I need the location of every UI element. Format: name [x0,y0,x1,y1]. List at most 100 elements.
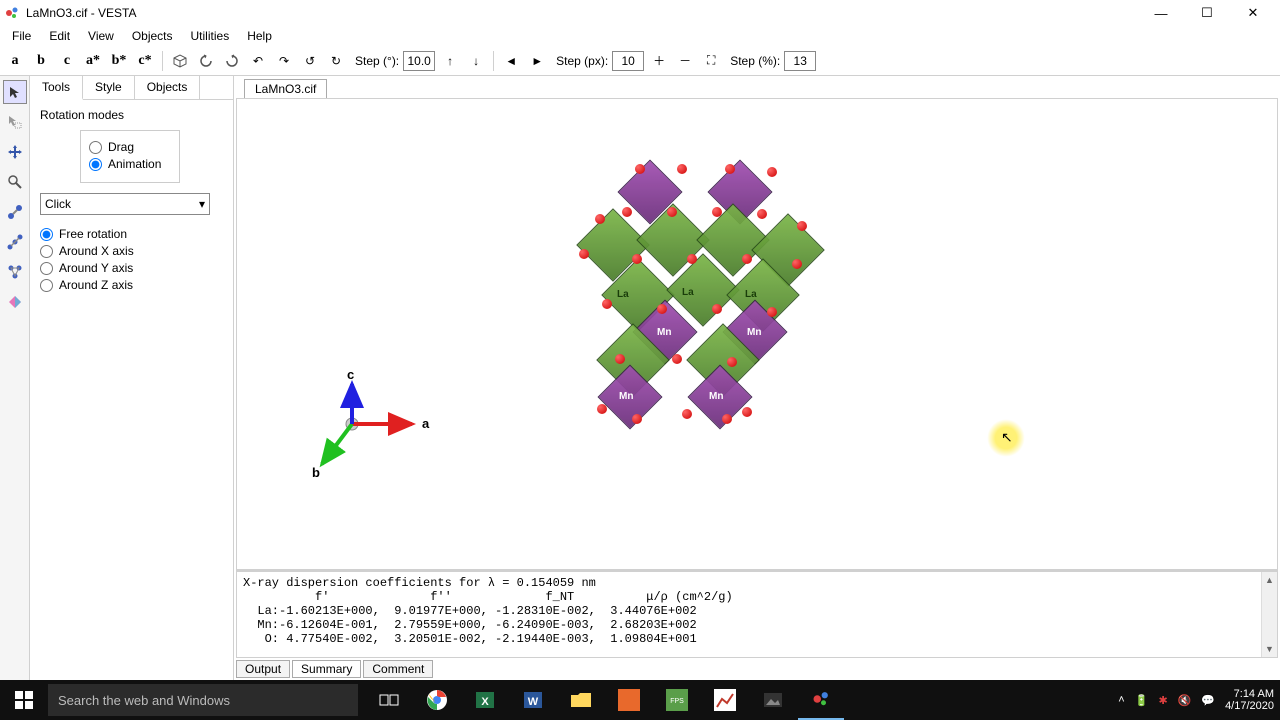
bond-tool-3[interactable] [3,260,27,284]
step-pct-input[interactable] [784,51,816,71]
tilt-left-icon[interactable]: ↺ [299,50,321,72]
system-tray: ˄ 🔋 ✱ 🔇 💬 7:14 AM 4/17/2020 [1118,688,1280,712]
fps-icon[interactable]: FPS [654,680,700,720]
step-px-label: Step (px): [556,54,608,68]
fit-icon[interactable]: ⛶ [700,50,722,72]
photos-icon[interactable] [750,680,796,720]
cube-icon[interactable] [169,50,191,72]
polyhedra-tool[interactable] [3,290,27,314]
axis-b-label: b [312,465,320,480]
main-area: Tools Style Objects Rotation modes Drag … [0,76,1280,680]
menu-edit[interactable]: Edit [41,27,78,45]
radio-z[interactable]: Around Z axis [40,278,223,292]
tab-comment[interactable]: Comment [363,660,433,678]
step-px-input[interactable] [612,51,644,71]
explorer-icon[interactable] [558,680,604,720]
start-button[interactable] [0,680,48,720]
task-view-icon[interactable] [366,680,412,720]
output-scrollbar[interactable]: ▲▼ [1261,572,1277,657]
taskbar: Search the web and Windows X W FPS ˄ 🔋 ✱… [0,680,1280,720]
zoom-in-icon[interactable]: ＋ [648,50,670,72]
move-tool[interactable] [3,140,27,164]
tilt-right-icon[interactable]: ↻ [325,50,347,72]
tab-style[interactable]: Style [83,76,135,99]
redo-icon[interactable]: ↷ [273,50,295,72]
pointer-tool[interactable] [3,80,27,104]
crystal-structure: La La La Mn Mn Mn Mn [567,159,827,439]
tab-tools[interactable]: Tools [30,76,83,100]
zoom-out-icon[interactable]: － [674,50,696,72]
menu-file[interactable]: File [4,27,39,45]
rotate-left-icon[interactable] [195,50,217,72]
pan-right-icon[interactable]: ► [526,50,548,72]
tab-summary[interactable]: Summary [292,660,361,678]
axis-cstar-button[interactable]: c* [134,50,156,72]
chart-app-icon[interactable] [702,680,748,720]
tab-output[interactable]: Output [236,660,290,678]
taskbar-apps: X W FPS [366,680,844,720]
menu-utilities[interactable]: Utilities [183,27,238,45]
step-deg-label: Step (°): [355,54,399,68]
excel-icon[interactable]: X [462,680,508,720]
taskbar-search[interactable]: Search the web and Windows [48,684,358,716]
chrome-icon[interactable] [414,680,460,720]
tray-battery-icon[interactable]: 🔋 [1135,694,1149,707]
tray-network-icon[interactable]: ✱ [1158,694,1167,707]
undo-icon[interactable]: ↶ [247,50,269,72]
taskbar-clock[interactable]: 7:14 AM 4/17/2020 [1225,688,1274,712]
window-title: LaMnO3.cif - VESTA [26,6,136,20]
rotation-modes-label: Rotation modes [40,108,223,122]
radio-animation[interactable]: Animation [89,157,171,171]
zoom-tool[interactable] [3,170,27,194]
doc-tab[interactable]: LaMnO3.cif [244,79,327,98]
title-bar: LaMnO3.cif - VESTA — ☐ ✕ [0,0,1280,26]
svg-text:FPS: FPS [670,698,684,705]
minimize-button[interactable]: — [1138,0,1184,26]
select-rect-tool[interactable] [3,110,27,134]
axis-a-label: a [422,416,430,431]
side-content: Rotation modes Drag Animation Click▾ Fre… [30,100,233,303]
axis-indicator: a b c [297,369,437,489]
pan-left-icon[interactable]: ◄ [500,50,522,72]
down-icon[interactable]: ↓ [465,50,487,72]
radio-y[interactable]: Around Y axis [40,261,223,275]
step-deg-input[interactable] [403,51,435,71]
tray-notifications-icon[interactable]: 💬 [1201,694,1215,707]
viewport-3d[interactable]: La La La Mn Mn Mn Mn a [236,98,1278,570]
menu-help[interactable]: Help [239,27,280,45]
rotation-dropdown[interactable]: Click▾ [40,193,210,215]
side-panel: Tools Style Objects Rotation modes Drag … [30,76,234,680]
menu-objects[interactable]: Objects [124,27,181,45]
bond-tool-2[interactable] [3,230,27,254]
svg-text:X: X [481,696,489,708]
app-orange-icon[interactable] [606,680,652,720]
bond-tool-1[interactable] [3,200,27,224]
left-toolbar [0,76,30,680]
axis-b-button[interactable]: b [30,50,52,72]
close-button[interactable]: ✕ [1230,0,1276,26]
document-tabs: LaMnO3.cif [234,76,1280,98]
canvas-area: LaMnO3.cif [234,76,1280,680]
cursor-icon: ↖ [1001,429,1013,446]
tab-objects[interactable]: Objects [135,76,201,99]
svg-text:W: W [528,696,539,708]
rotate-right-icon[interactable] [221,50,243,72]
tray-volume-icon[interactable]: 🔇 [1178,694,1192,707]
radio-free[interactable]: Free rotation [40,227,223,241]
side-tabs: Tools Style Objects [30,76,233,100]
axis-astar-button[interactable]: a* [82,50,104,72]
axis-bstar-button[interactable]: b* [108,50,130,72]
up-icon[interactable]: ↑ [439,50,461,72]
radio-x[interactable]: Around X axis [40,244,223,258]
axis-a-button[interactable]: a [4,50,26,72]
word-icon[interactable]: W [510,680,556,720]
maximize-button[interactable]: ☐ [1184,0,1230,26]
tray-chevron-icon[interactable]: ˄ [1118,694,1124,706]
output-tabs: Output Summary Comment [236,658,1278,680]
vesta-taskbar-icon[interactable] [798,680,844,720]
chevron-down-icon: ▾ [199,197,205,211]
axis-c-button[interactable]: c [56,50,78,72]
menu-view[interactable]: View [80,27,122,45]
radio-drag[interactable]: Drag [89,140,171,154]
output-text[interactable]: X-ray dispersion coefficients for λ = 0.… [236,571,1278,658]
